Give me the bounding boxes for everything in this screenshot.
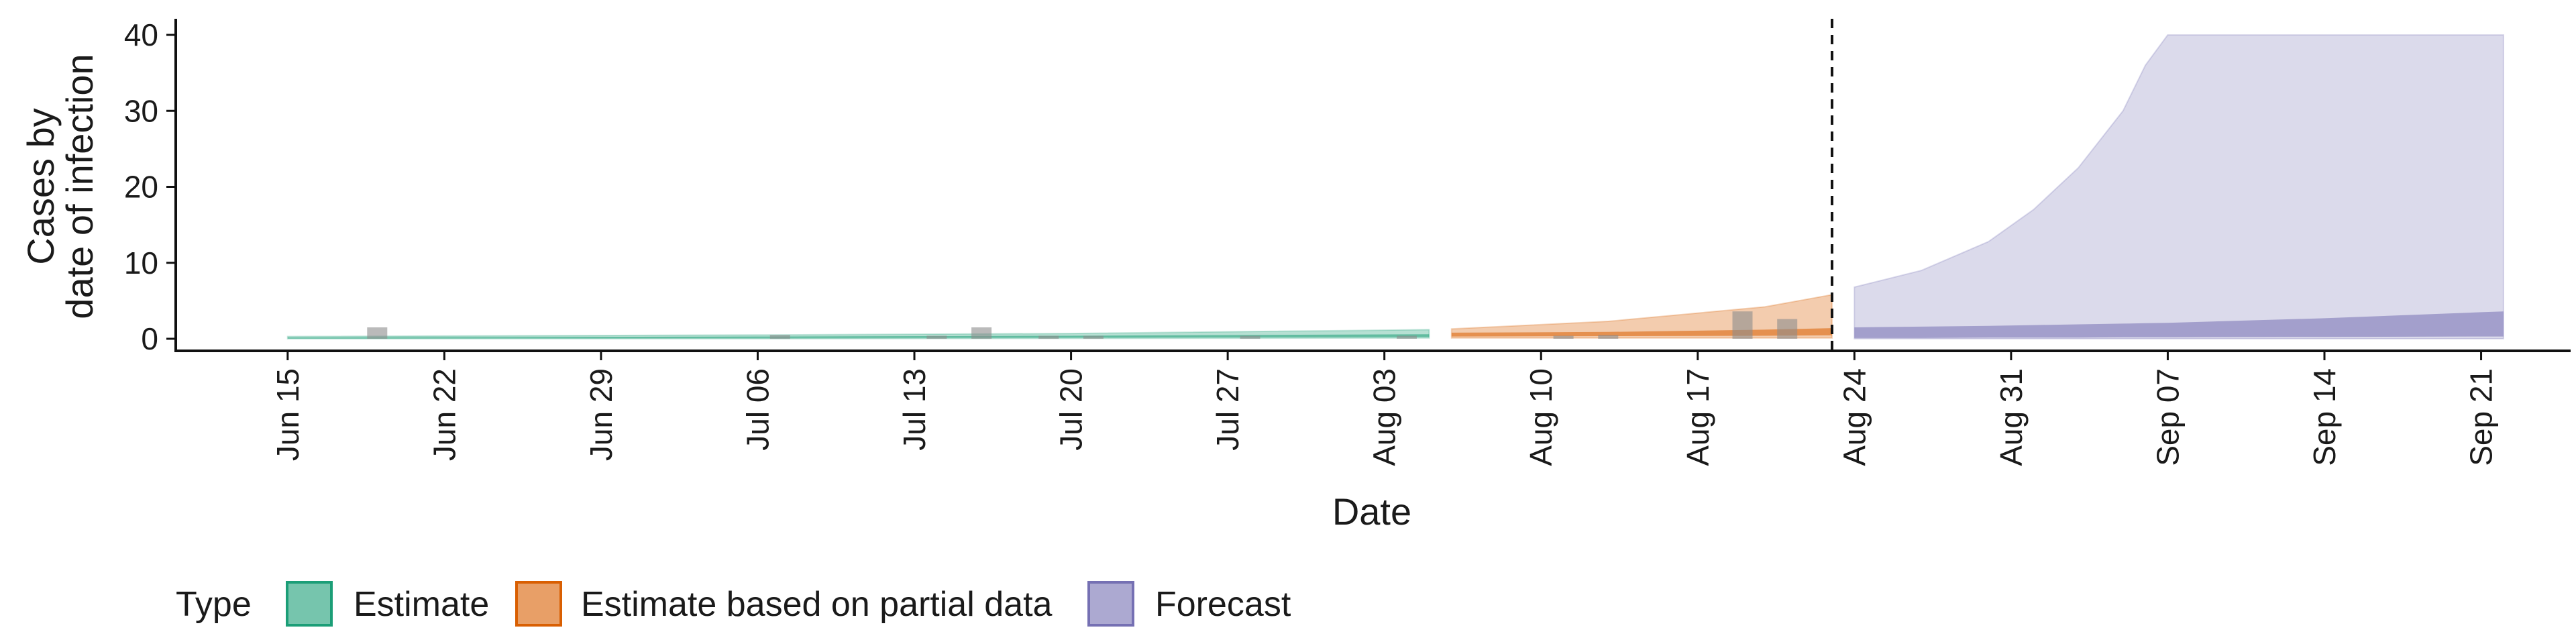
x-tick-label: Jul 06 bbox=[741, 368, 775, 451]
x-tick-label: Aug 24 bbox=[1837, 368, 1872, 466]
x-tick-label: Jul 27 bbox=[1210, 368, 1245, 451]
y-tick-label: 20 bbox=[124, 170, 158, 205]
legend: Type Estimate Estimate based on partial … bbox=[176, 581, 1291, 627]
x-tick-label: Jul 20 bbox=[1054, 368, 1089, 451]
plot-area bbox=[286, 19, 2504, 351]
observed-case-bar bbox=[1240, 335, 1260, 339]
y-axis-title-line-1: Cases by bbox=[19, 108, 62, 264]
x-tick-label: Jun 15 bbox=[270, 368, 305, 461]
observed-case-bar bbox=[1397, 335, 1417, 339]
y-tick-label: 10 bbox=[124, 246, 158, 280]
y-axis-title-line-2: date of infection bbox=[58, 54, 101, 319]
legend-swatch-forecast bbox=[1087, 581, 1134, 627]
y-tick-label: 40 bbox=[124, 17, 158, 52]
legend-label-forecast: Forecast bbox=[1155, 585, 1291, 624]
observed-case-bar bbox=[1553, 335, 1574, 339]
x-tick-label: Aug 03 bbox=[1367, 368, 1402, 466]
y-axis-title: Cases by date of infection bbox=[19, 54, 101, 319]
legend-label-estimate: Estimate bbox=[354, 585, 489, 624]
observed-case-bar bbox=[1777, 319, 1798, 339]
legend-label-partial: Estimate based on partial data bbox=[581, 585, 1053, 624]
observed-case-bar bbox=[1038, 335, 1059, 339]
x-tick-label: Aug 17 bbox=[1680, 368, 1715, 466]
x-tick-label: Jun 22 bbox=[427, 368, 462, 461]
x-tick-label: Aug 10 bbox=[1523, 368, 1558, 466]
observed-case-bar bbox=[926, 335, 947, 339]
forecast-band-90 bbox=[1854, 34, 2504, 339]
axes: 0 10 20 30 40 Jun 15 Jun 22 Jun 29 Jul 06 Jul 13 J… bbox=[124, 17, 2571, 466]
legend-swatch-partial bbox=[515, 581, 562, 627]
x-tick-label: Sep 21 bbox=[2464, 368, 2499, 466]
x-tick-label: Jul 13 bbox=[897, 368, 932, 451]
observed-case-bar bbox=[1732, 311, 1753, 339]
legend-swatch-estimate bbox=[286, 581, 333, 627]
legend-title: Type bbox=[176, 585, 252, 624]
estimate-band-50 bbox=[287, 334, 1430, 339]
forecast-band-50 bbox=[1854, 311, 2504, 338]
x-tick-label: Sep 07 bbox=[2150, 368, 2185, 466]
x-tick-label: Aug 31 bbox=[1994, 368, 2029, 466]
observed-case-bar bbox=[971, 327, 992, 339]
x-tick-label: Sep 14 bbox=[2307, 368, 2342, 466]
observed-case-bar bbox=[367, 327, 388, 339]
observed-case-bar bbox=[769, 335, 790, 339]
y-tick-label: 0 bbox=[141, 321, 158, 356]
y-tick-label: 30 bbox=[124, 93, 158, 128]
x-axis-title: Date bbox=[1332, 490, 1411, 533]
x-tick-label: Jun 29 bbox=[584, 368, 619, 461]
observed-case-bar bbox=[1083, 335, 1104, 339]
observed-case-bar bbox=[1598, 335, 1619, 339]
